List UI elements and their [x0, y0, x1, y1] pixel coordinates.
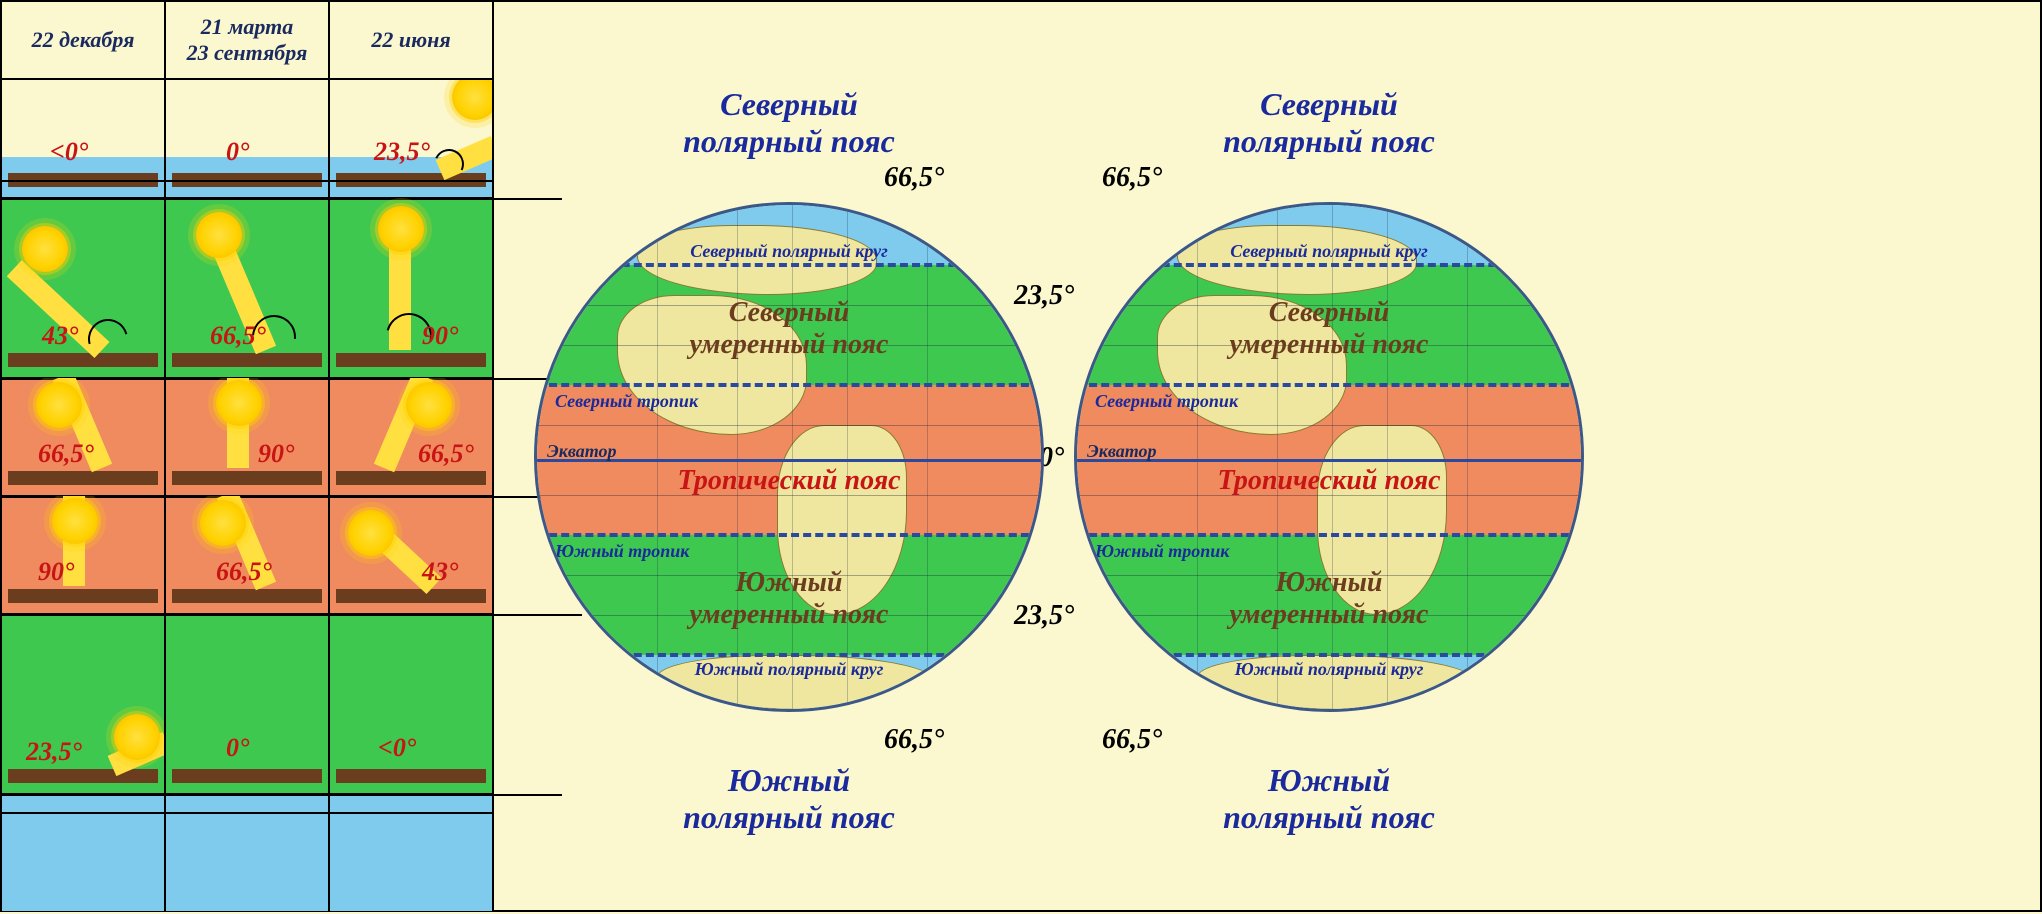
- sun-icon: [348, 510, 394, 556]
- angle-value: 23,5°: [26, 737, 82, 767]
- angle-value: <0°: [378, 733, 416, 763]
- deg-label: 66,5°: [884, 724, 944, 756]
- tropic-capricorn-line: [1077, 533, 1581, 537]
- header-label: 22 июня: [371, 27, 450, 53]
- title-line: Южный: [1268, 762, 1390, 798]
- sun-icon: [36, 382, 82, 428]
- angle-value: 23,5°: [374, 137, 430, 167]
- tropic-cancer-line: [1077, 383, 1581, 387]
- angle-value: 90°: [38, 557, 74, 587]
- arctic-circle-label: Северный полярный круг: [1077, 241, 1581, 262]
- cell-r2c3: 90°: [330, 198, 494, 378]
- angle-value: <0°: [50, 137, 88, 167]
- antarctic-circle-line: [537, 653, 1041, 657]
- cell-r3c1: 66,5°: [2, 378, 166, 496]
- header-equinox: 21 марта 23 сентября: [166, 2, 330, 78]
- cell-r5c3: <0°: [330, 614, 494, 794]
- angle-value: 0°: [226, 733, 249, 763]
- angle-value: 43°: [422, 557, 458, 587]
- sun-icon: [200, 500, 246, 546]
- cell-r5c2: 0°: [166, 614, 330, 794]
- sun-icon: [114, 714, 160, 760]
- sun-angle-table: 22 декабря 21 марта 23 сентября 22 июня …: [2, 2, 494, 914]
- title-line: полярный пояс: [683, 799, 895, 835]
- antarctic-circle-label: Южный полярный круг: [1077, 659, 1581, 680]
- tropic-cancer-line: [537, 383, 1041, 387]
- angle-value: 0°: [226, 137, 249, 167]
- header-label: 22 декабря: [32, 27, 135, 53]
- arctic-circle-line: [537, 263, 1041, 267]
- angle-value: 90°: [422, 321, 458, 351]
- tropic-label: Южный тропик: [1077, 541, 1581, 562]
- north-polar-title: Северный полярный пояс: [1074, 86, 1584, 160]
- connector-line: [2, 180, 494, 182]
- angle-value: 66,5°: [38, 439, 94, 469]
- sun-icon: [378, 206, 424, 252]
- title-line: полярный пояс: [1223, 123, 1435, 159]
- title-line: полярный пояс: [683, 123, 895, 159]
- sun-icon: [52, 498, 98, 544]
- globes-panel: 23,5° 0° 23,5° Северный полярный пояс 66…: [494, 2, 2040, 910]
- cell-r3c3: 66,5°: [330, 378, 494, 496]
- deg-label: 66,5°: [884, 162, 944, 194]
- angle-value: 43°: [42, 321, 78, 351]
- cell-r2c2: 66,5°: [166, 198, 330, 378]
- sun-icon: [406, 382, 452, 428]
- connector-line: [2, 812, 494, 814]
- title-line: Южный: [728, 762, 850, 798]
- header-label: 21 марта: [201, 14, 293, 40]
- angle-value: 66,5°: [216, 557, 272, 587]
- s-temperate-label: Южныйумеренный пояс: [537, 567, 1041, 631]
- equator-label: Экватор: [537, 441, 1041, 462]
- sun-icon: [216, 380, 262, 426]
- cell-r4c3: 43°: [330, 496, 494, 614]
- antarctic-circle-line: [1077, 653, 1581, 657]
- cell-r3c2: 90°: [166, 378, 330, 496]
- tropic-capricorn-line: [537, 533, 1041, 537]
- connector-line: [2, 198, 562, 200]
- globe-ocean: Северный полярный круг Северныйумеренный…: [534, 202, 1044, 712]
- angle-value: 66,5°: [210, 321, 266, 351]
- antarctic-circle-label: Южный полярный круг: [537, 659, 1041, 680]
- header-dec22: 22 декабря: [2, 2, 166, 78]
- globe-ocean: Северный полярный круг Северныйумеренный…: [1074, 202, 1584, 712]
- cell-r4c2: 66,5°: [166, 496, 330, 614]
- tropic-label: Южный тропик: [537, 541, 1041, 562]
- s-temperate-label: Южныйумеренный пояс: [1077, 567, 1581, 631]
- equator-label: Экватор: [1077, 441, 1581, 462]
- globe-left: Северный полярный круг Северныйумеренный…: [534, 202, 1044, 712]
- arctic-circle-line: [1077, 263, 1581, 267]
- angle-value: 66,5°: [418, 439, 474, 469]
- arctic-circle-label: Северный полярный круг: [537, 241, 1041, 262]
- south-polar-title: Южный полярный пояс: [534, 762, 1044, 836]
- connector-line: [2, 794, 562, 796]
- tropical-label: Тропический пояс: [1077, 465, 1581, 497]
- globe-right: Северный полярный круг Северныйумеренный…: [1074, 202, 1584, 712]
- tropical-label: Тропический пояс: [537, 465, 1041, 497]
- south-polar-title: Южный полярный пояс: [1074, 762, 1584, 836]
- n-temperate-label: Северныйумеренный пояс: [537, 297, 1041, 361]
- sun-icon: [22, 226, 68, 272]
- header-label: 23 сентября: [187, 40, 308, 66]
- sun-icon: [196, 212, 242, 258]
- title-line: Северный: [720, 86, 858, 122]
- title-line: полярный пояс: [1223, 799, 1435, 835]
- north-polar-title: Северный полярный пояс: [534, 86, 1044, 160]
- tropic-label: Северный тропик: [1077, 391, 1581, 412]
- angle-value: 90°: [258, 439, 294, 469]
- table-header-row: 22 декабря 21 марта 23 сентября 22 июня: [2, 2, 494, 80]
- header-jun22: 22 июня: [330, 2, 494, 78]
- cell-r2c1: 43°: [2, 198, 166, 378]
- title-line: Северный: [1260, 86, 1398, 122]
- n-temperate-label: Северныйумеренный пояс: [1077, 297, 1581, 361]
- sun-icon: [452, 80, 494, 120]
- tropic-label: Северный тропик: [537, 391, 1041, 412]
- cell-r4c1: 90°: [2, 496, 166, 614]
- cell-r5c1: 23,5°: [2, 614, 166, 794]
- deg-label: 66,5°: [1102, 162, 1162, 194]
- deg-label: 66,5°: [1102, 724, 1162, 756]
